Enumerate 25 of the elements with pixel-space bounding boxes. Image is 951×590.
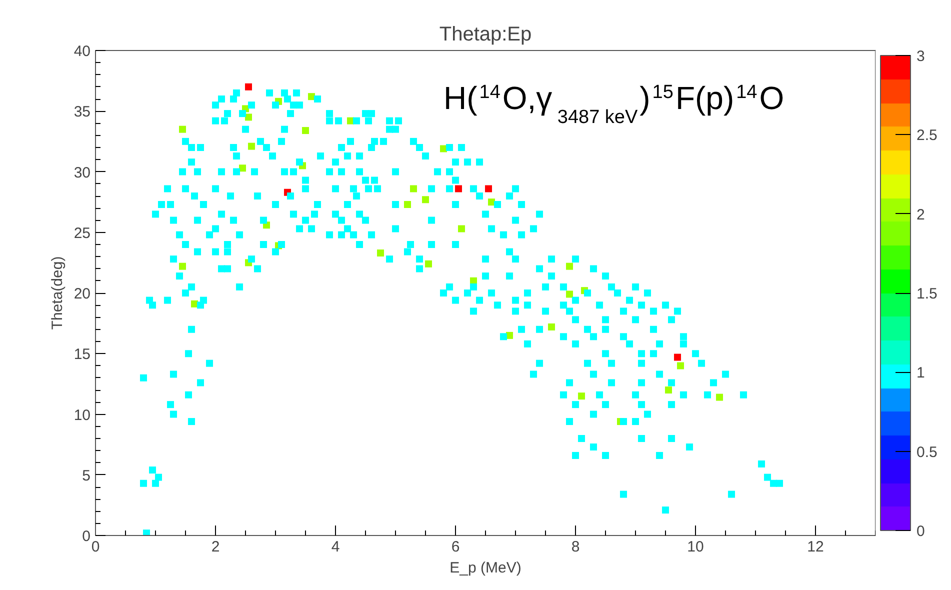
y-tick-label: 5 [82,467,90,484]
x-tick-label: 12 [807,538,824,556]
y-tick-label: 0 [82,528,90,545]
color-bar-label: 2.5 [916,127,938,144]
y-tick-label: 20 [74,286,91,302]
x-tick-label: 6 [451,538,460,556]
color-bar-label: 0.5 [916,444,938,461]
color-bar-label: 0 [916,523,925,540]
x-tick-label: 8 [571,538,580,556]
x-axis-title: E_p (MeV) [450,560,522,576]
y-tick-label: 10 [74,406,91,424]
x-tick-label: 2 [211,538,220,556]
y-tick-label: 35 [74,104,91,121]
color-bar-label: 3 [916,48,925,65]
y-tick-label: 25 [74,224,91,242]
y-tick-label: 30 [74,164,91,182]
color-bar-label: 1 [916,364,925,382]
color-bar-label: 1.5 [916,286,938,302]
y-tick-label: 15 [74,346,91,364]
y-tick-label: 40 [74,43,91,60]
chart-title: Thetap:Ep [439,24,532,46]
y-axis-title: Theta(deg) [48,256,66,330]
x-tick-label: 10 [687,538,704,556]
x-tick-label: 4 [331,538,340,556]
color-bar-label: 2 [916,206,925,224]
